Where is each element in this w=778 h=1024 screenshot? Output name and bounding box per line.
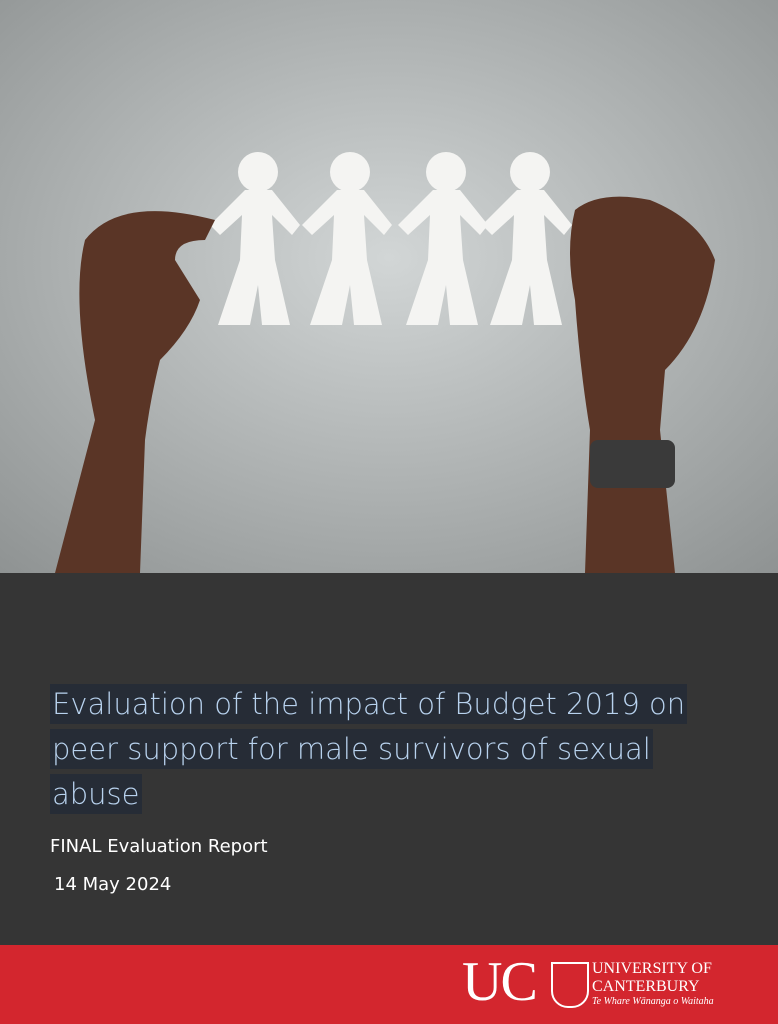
title-line: peer support for male survivors of sexua…	[50, 729, 653, 769]
logo-mark: UC	[462, 951, 538, 1013]
date: 14 May 2024	[54, 874, 172, 895]
logo-name: CANTERBURY	[592, 978, 700, 995]
logo-crest	[551, 962, 589, 1008]
footer-band	[0, 945, 778, 1024]
cover-photo	[0, 0, 778, 573]
subtitle: FINAL Evaluation Report	[50, 836, 268, 857]
title-line: abuse	[50, 774, 142, 814]
logo-motto: Te Whare Wānanga o Waitaha	[592, 996, 714, 1007]
logo-name: UNIVERSITY OF	[592, 960, 712, 977]
title-line: Evaluation of the impact of Budget 2019 …	[50, 684, 688, 724]
